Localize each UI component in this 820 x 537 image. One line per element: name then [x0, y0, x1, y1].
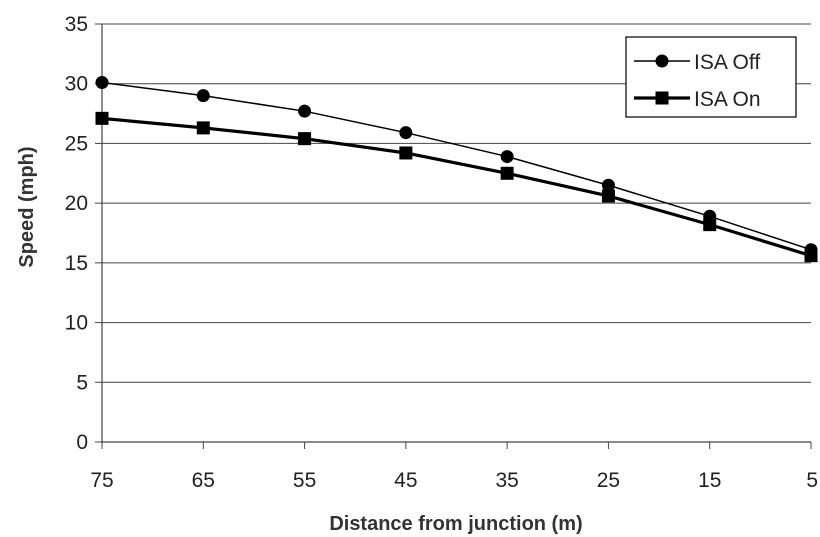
x-tick-label: 5	[806, 469, 818, 492]
grid-lines	[102, 23, 811, 383]
y-tick-label: 35	[65, 13, 88, 36]
data-point	[95, 76, 109, 90]
data-point	[399, 146, 413, 160]
y-tick-label: 20	[65, 192, 88, 215]
y-tick-label: 30	[65, 73, 88, 96]
data-point	[196, 89, 210, 103]
series-group	[95, 76, 818, 263]
x-tick-label: 55	[293, 469, 316, 492]
y-tick-label: 10	[65, 312, 88, 335]
series-line	[101, 81, 812, 251]
series-line	[101, 116, 812, 258]
x-tick-label: 15	[698, 469, 721, 492]
x-tick-label: 35	[495, 469, 518, 492]
legend-item: ISA On	[634, 88, 761, 111]
legend-box	[625, 36, 797, 118]
series-2	[95, 111, 818, 263]
data-point	[500, 150, 514, 164]
data-point	[804, 249, 818, 263]
legend-label: ISA On	[694, 88, 761, 111]
x-tick-label: 65	[192, 469, 215, 492]
data-point	[601, 189, 615, 203]
data-point	[298, 104, 312, 118]
data-point	[703, 218, 717, 232]
x-tick-label: 25	[597, 469, 620, 492]
data-point	[601, 178, 615, 192]
legend-marker	[655, 54, 669, 68]
x-axis-title: Distance from junction (m)	[329, 513, 582, 535]
data-point	[399, 126, 413, 140]
legend: ISA Off ISA On	[625, 36, 797, 118]
y-tick-label: 5	[76, 371, 88, 394]
legend-marker	[655, 91, 669, 105]
x-tick-label: 45	[394, 469, 417, 492]
legend-item: ISA Off	[634, 51, 760, 74]
data-point	[500, 166, 514, 180]
y-tick-labels: 0 5 10 15 20 25 30 35	[65, 13, 88, 454]
y-tick-label: 0	[76, 431, 88, 454]
y-tick-label: 25	[65, 132, 88, 155]
data-point	[298, 132, 312, 146]
x-tick-label: 75	[90, 469, 113, 492]
x-tick-labels: 75 65 55 45 35 25 15 5	[90, 469, 818, 492]
y-tick-label: 15	[65, 252, 88, 275]
data-point	[196, 121, 210, 135]
y-axis-title: Speed (mph)	[16, 146, 38, 267]
legend-label: ISA Off	[694, 51, 760, 74]
data-point	[95, 111, 109, 125]
